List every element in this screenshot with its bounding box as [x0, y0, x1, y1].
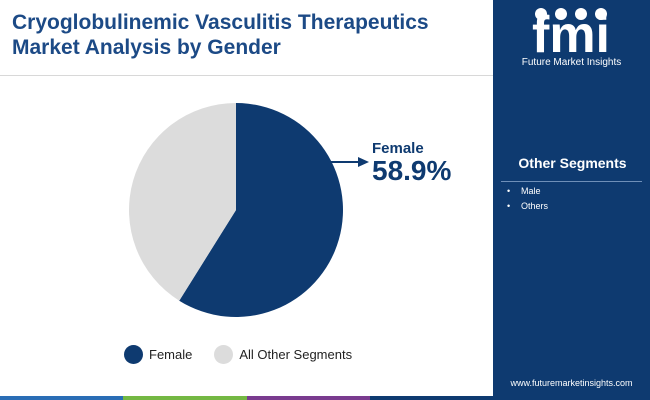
chart-title: Cryoglobulinemic Vasculitis Therapeutics… — [12, 11, 429, 59]
footer-segment-green — [123, 396, 247, 400]
callout-arrow — [331, 157, 369, 167]
pie-slice-female — [179, 103, 344, 318]
chart-legend: Female All Other Segments — [124, 344, 374, 364]
bullet-icon: • — [507, 186, 511, 196]
pie-chart — [129, 103, 369, 318]
pie-slice-all-other-segments — [129, 103, 236, 301]
segment-label-male: Male — [521, 186, 541, 196]
footer-segment-purple — [246, 396, 370, 400]
segment-item-others[interactable]: • Others — [507, 199, 548, 214]
segment-item-male[interactable]: • Male — [507, 184, 548, 199]
legend-label-other-segments: All Other Segments — [239, 346, 353, 362]
legend-swatch-female — [124, 344, 143, 364]
segment-label-others: Others — [521, 201, 549, 211]
footer-segment-navy — [369, 396, 493, 400]
fmi-logo-icon: fmi — [532, 6, 610, 58]
footer-segment-blue — [0, 396, 124, 400]
fmi-logo: fmi Future Market Insights — [493, 0, 650, 75]
website-url[interactable]: www.futuremarketinsights.com — [510, 378, 633, 388]
footer-color-bar — [0, 396, 493, 400]
sidebar: fmi Future Market Insights Other Segment… — [493, 0, 650, 400]
legend-item-other-segments: All Other Segments — [214, 344, 353, 364]
other-segments-list: • Male • Others — [507, 184, 548, 214]
legend-swatch-other-segments — [214, 344, 234, 364]
pie-slices — [129, 103, 344, 318]
legend-label-female: Female — [149, 346, 193, 362]
title-divider — [0, 75, 493, 76]
other-segments-divider — [501, 181, 642, 182]
other-segments-heading: Other Segments — [518, 155, 627, 171]
callout-value: 58.9% — [372, 155, 452, 186]
fmi-tagline: Future Market Insights — [521, 57, 622, 68]
bullet-icon: • — [507, 201, 511, 211]
callout-label: Female — [372, 140, 424, 157]
legend-item-female: Female — [124, 344, 193, 364]
